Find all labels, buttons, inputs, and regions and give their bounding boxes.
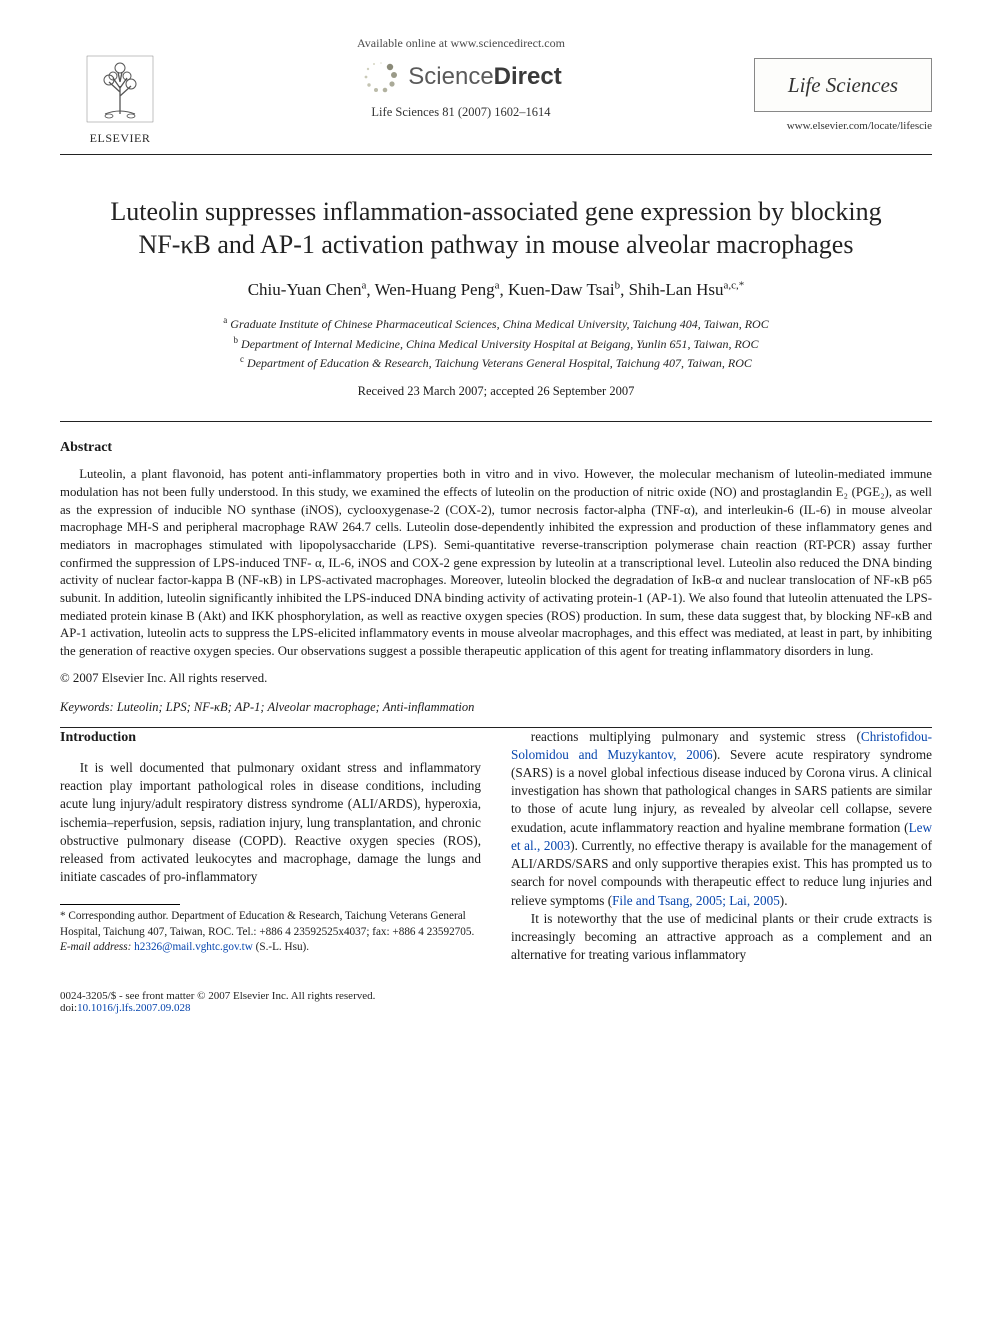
keywords-label: Keywords: — [60, 700, 114, 714]
intro-para-1-cont: reactions multiplying pulmonary and syst… — [511, 728, 932, 910]
journal-block: Life Sciences www.elsevier.com/locate/li… — [742, 30, 932, 132]
author: Chiu-Yuan Chena — [248, 280, 367, 299]
footer-meta: 0024-3205/$ - see front matter © 2007 El… — [60, 990, 932, 1014]
journal-cover: Life Sciences — [754, 58, 932, 112]
elsevier-logo-icon — [85, 54, 155, 124]
sciencedirect-logo: ScienceDirect — [180, 57, 742, 97]
email-tail: (S.-L. Hsu). — [256, 941, 309, 953]
corresponding-footnote: * Corresponding author. Department of Ed… — [60, 909, 481, 954]
column-right: reactions multiplying pulmonary and syst… — [511, 728, 932, 965]
affiliation: c Department of Education & Research, Ta… — [60, 353, 932, 372]
email-line: E-mail address: h2326@mail.vghtc.gov.tw … — [60, 940, 481, 955]
journal-citation: Life Sciences 81 (2007) 1602–1614 — [180, 105, 742, 120]
keywords: Keywords: Luteolin; LPS; NF-κB; AP-1; Al… — [60, 700, 932, 715]
footer-left: 0024-3205/$ - see front matter © 2007 El… — [60, 990, 375, 1014]
keywords-list: Luteolin; LPS; NF-κB; AP-1; Alveolar mac… — [117, 700, 475, 714]
author: Kuen-Daw Tsaib — [508, 280, 620, 299]
sciencedirect-swirl-icon — [360, 57, 400, 97]
header: ELSEVIER Available online at www.science… — [60, 30, 932, 146]
body-columns: Introduction It is well documented that … — [60, 728, 932, 965]
doi-line: doi:10.1016/j.lfs.2007.09.028 — [60, 1002, 375, 1014]
publisher-name: ELSEVIER — [60, 131, 180, 146]
author: Wen-Huang Penga — [375, 280, 500, 299]
doi-link[interactable]: 10.1016/j.lfs.2007.09.028 — [77, 1002, 190, 1014]
footnote-rule — [60, 904, 180, 905]
column-left: Introduction It is well documented that … — [60, 728, 481, 965]
article-dates: Received 23 March 2007; accepted 26 Sept… — [60, 384, 932, 399]
journal-title: Life Sciences — [788, 73, 898, 98]
publisher-block: ELSEVIER — [60, 30, 180, 146]
intro-para-2: It is noteworthy that the use of medicin… — [511, 910, 932, 965]
corr-author-text: * Corresponding author. Department of Ed… — [60, 909, 481, 939]
affiliations: a Graduate Institute of Chinese Pharmace… — [60, 314, 932, 372]
affiliation: a Graduate Institute of Chinese Pharmace… — [60, 314, 932, 333]
abstract-body: Luteolin, a plant flavonoid, has potent … — [60, 466, 932, 660]
intro-para-1: It is well documented that pulmonary oxi… — [60, 759, 481, 887]
author-list: Chiu-Yuan Chena, Wen-Huang Penga, Kuen-D… — [60, 280, 932, 301]
sd-word-1: Science — [408, 63, 493, 90]
author: Shih-Lan Hsua,c,* — [629, 280, 745, 299]
copyright-line: © 2007 Elsevier Inc. All rights reserved… — [60, 671, 932, 686]
abstract-top-rule — [60, 421, 932, 422]
available-online: Available online at www.sciencedirect.co… — [180, 36, 742, 51]
citation-link[interactable]: File and Tsang, 2005; Lai, 2005 — [612, 893, 780, 908]
email-label: E-mail address: — [60, 941, 131, 953]
sd-word-2: Direct — [494, 63, 562, 90]
journal-url: www.elsevier.com/locate/lifescie — [742, 120, 932, 132]
sciencedirect-wordmark: ScienceDirect — [408, 63, 561, 91]
paper-page: ELSEVIER Available online at www.science… — [0, 0, 992, 1054]
article-title: Luteolin suppresses inflammation-associa… — [100, 195, 892, 262]
header-rule — [60, 154, 932, 155]
abstract-text: Luteolin, a plant flavonoid, has potent … — [60, 466, 932, 660]
header-center: Available online at www.sciencedirect.co… — [180, 30, 742, 120]
intro-heading: Introduction — [60, 728, 481, 747]
email-link[interactable]: h2326@mail.vghtc.gov.tw — [134, 941, 253, 953]
affiliation: b Department of Internal Medicine, China… — [60, 334, 932, 353]
abstract-heading: Abstract — [60, 440, 932, 456]
front-matter-line: 0024-3205/$ - see front matter © 2007 El… — [60, 990, 375, 1002]
